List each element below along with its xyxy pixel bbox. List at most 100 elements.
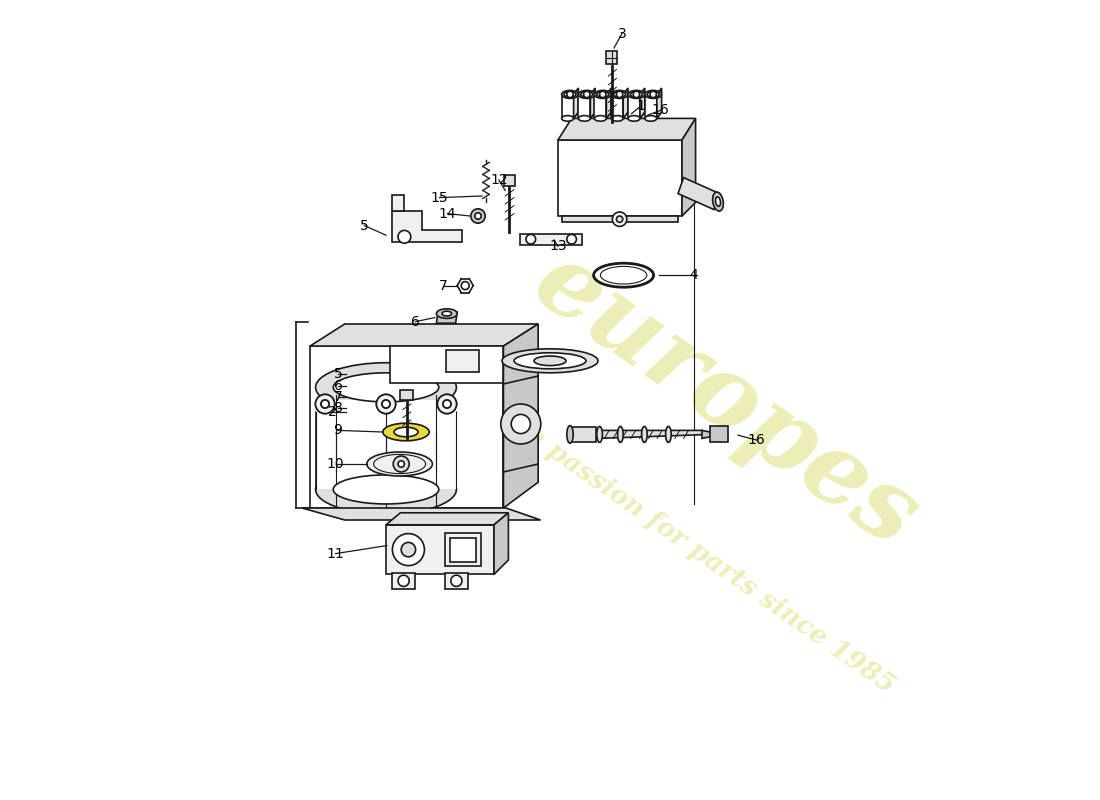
- Circle shape: [500, 404, 541, 444]
- Polygon shape: [386, 513, 508, 525]
- Polygon shape: [562, 94, 573, 118]
- Text: 7: 7: [333, 390, 342, 404]
- Ellipse shape: [316, 465, 456, 514]
- Ellipse shape: [630, 91, 642, 97]
- Text: 6: 6: [333, 378, 342, 393]
- Ellipse shape: [502, 349, 598, 373]
- Polygon shape: [310, 324, 538, 346]
- Circle shape: [461, 282, 470, 290]
- Circle shape: [398, 575, 409, 586]
- Circle shape: [512, 414, 530, 434]
- Circle shape: [376, 394, 396, 414]
- Text: 15: 15: [431, 190, 449, 205]
- Text: 16: 16: [651, 103, 669, 118]
- Polygon shape: [390, 346, 504, 383]
- Bar: [606, 51, 617, 64]
- Text: 4: 4: [690, 268, 698, 282]
- Polygon shape: [494, 513, 508, 574]
- Circle shape: [321, 400, 329, 408]
- Text: 11: 11: [327, 546, 344, 561]
- Polygon shape: [392, 211, 462, 242]
- Polygon shape: [573, 88, 579, 118]
- Ellipse shape: [628, 90, 645, 98]
- Circle shape: [600, 91, 606, 98]
- Polygon shape: [624, 88, 628, 118]
- Text: europes: europes: [516, 233, 936, 567]
- Circle shape: [616, 91, 623, 98]
- Ellipse shape: [579, 115, 591, 121]
- Circle shape: [566, 234, 576, 244]
- Ellipse shape: [594, 90, 612, 98]
- Ellipse shape: [394, 427, 418, 437]
- Text: 14: 14: [439, 206, 456, 221]
- Polygon shape: [594, 112, 612, 118]
- Ellipse shape: [562, 90, 579, 98]
- Text: 16: 16: [748, 433, 766, 447]
- Bar: [450, 538, 476, 562]
- Ellipse shape: [594, 263, 653, 287]
- Ellipse shape: [581, 91, 593, 97]
- Polygon shape: [558, 140, 682, 216]
- Polygon shape: [504, 324, 538, 508]
- Text: 5: 5: [333, 367, 342, 382]
- Polygon shape: [591, 88, 595, 118]
- Circle shape: [616, 216, 623, 222]
- Ellipse shape: [597, 426, 603, 442]
- Polygon shape: [645, 94, 657, 118]
- Circle shape: [321, 400, 329, 408]
- Ellipse shape: [534, 356, 566, 366]
- Polygon shape: [612, 94, 624, 118]
- Polygon shape: [702, 430, 722, 438]
- Polygon shape: [640, 88, 645, 118]
- Polygon shape: [710, 426, 727, 442]
- Ellipse shape: [645, 90, 661, 98]
- Polygon shape: [562, 216, 678, 222]
- Text: 6: 6: [411, 314, 420, 329]
- Ellipse shape: [617, 426, 624, 442]
- Polygon shape: [437, 312, 458, 323]
- Bar: [446, 533, 481, 566]
- Circle shape: [402, 542, 416, 557]
- Circle shape: [398, 230, 410, 243]
- Circle shape: [376, 394, 396, 414]
- Ellipse shape: [442, 311, 452, 316]
- Polygon shape: [316, 400, 456, 490]
- Circle shape: [475, 213, 481, 219]
- Bar: [386, 525, 494, 574]
- Ellipse shape: [579, 90, 595, 98]
- Circle shape: [443, 400, 451, 408]
- Circle shape: [650, 91, 657, 98]
- Circle shape: [393, 534, 425, 566]
- Polygon shape: [392, 195, 405, 211]
- Polygon shape: [645, 112, 661, 118]
- Polygon shape: [657, 88, 661, 118]
- Bar: [393, 573, 415, 589]
- Polygon shape: [562, 112, 579, 118]
- Ellipse shape: [514, 353, 586, 369]
- Polygon shape: [446, 350, 478, 372]
- Circle shape: [471, 209, 485, 223]
- Text: 13: 13: [549, 239, 566, 254]
- Circle shape: [443, 400, 451, 408]
- Circle shape: [613, 212, 627, 226]
- Circle shape: [398, 461, 405, 467]
- Polygon shape: [302, 508, 540, 520]
- Polygon shape: [570, 427, 596, 442]
- Ellipse shape: [383, 423, 429, 441]
- Ellipse shape: [647, 91, 659, 97]
- Ellipse shape: [333, 475, 439, 504]
- Ellipse shape: [333, 373, 439, 402]
- Circle shape: [382, 400, 390, 408]
- Ellipse shape: [715, 197, 720, 206]
- Text: 3: 3: [617, 26, 626, 41]
- Text: a passion for parts since 1985: a passion for parts since 1985: [520, 422, 899, 698]
- Ellipse shape: [597, 91, 608, 97]
- Circle shape: [393, 456, 409, 472]
- Ellipse shape: [614, 91, 626, 97]
- Circle shape: [451, 575, 462, 586]
- Circle shape: [438, 394, 456, 414]
- Polygon shape: [682, 118, 695, 216]
- Text: 1: 1: [637, 98, 646, 113]
- Ellipse shape: [666, 426, 671, 442]
- Bar: [400, 390, 414, 400]
